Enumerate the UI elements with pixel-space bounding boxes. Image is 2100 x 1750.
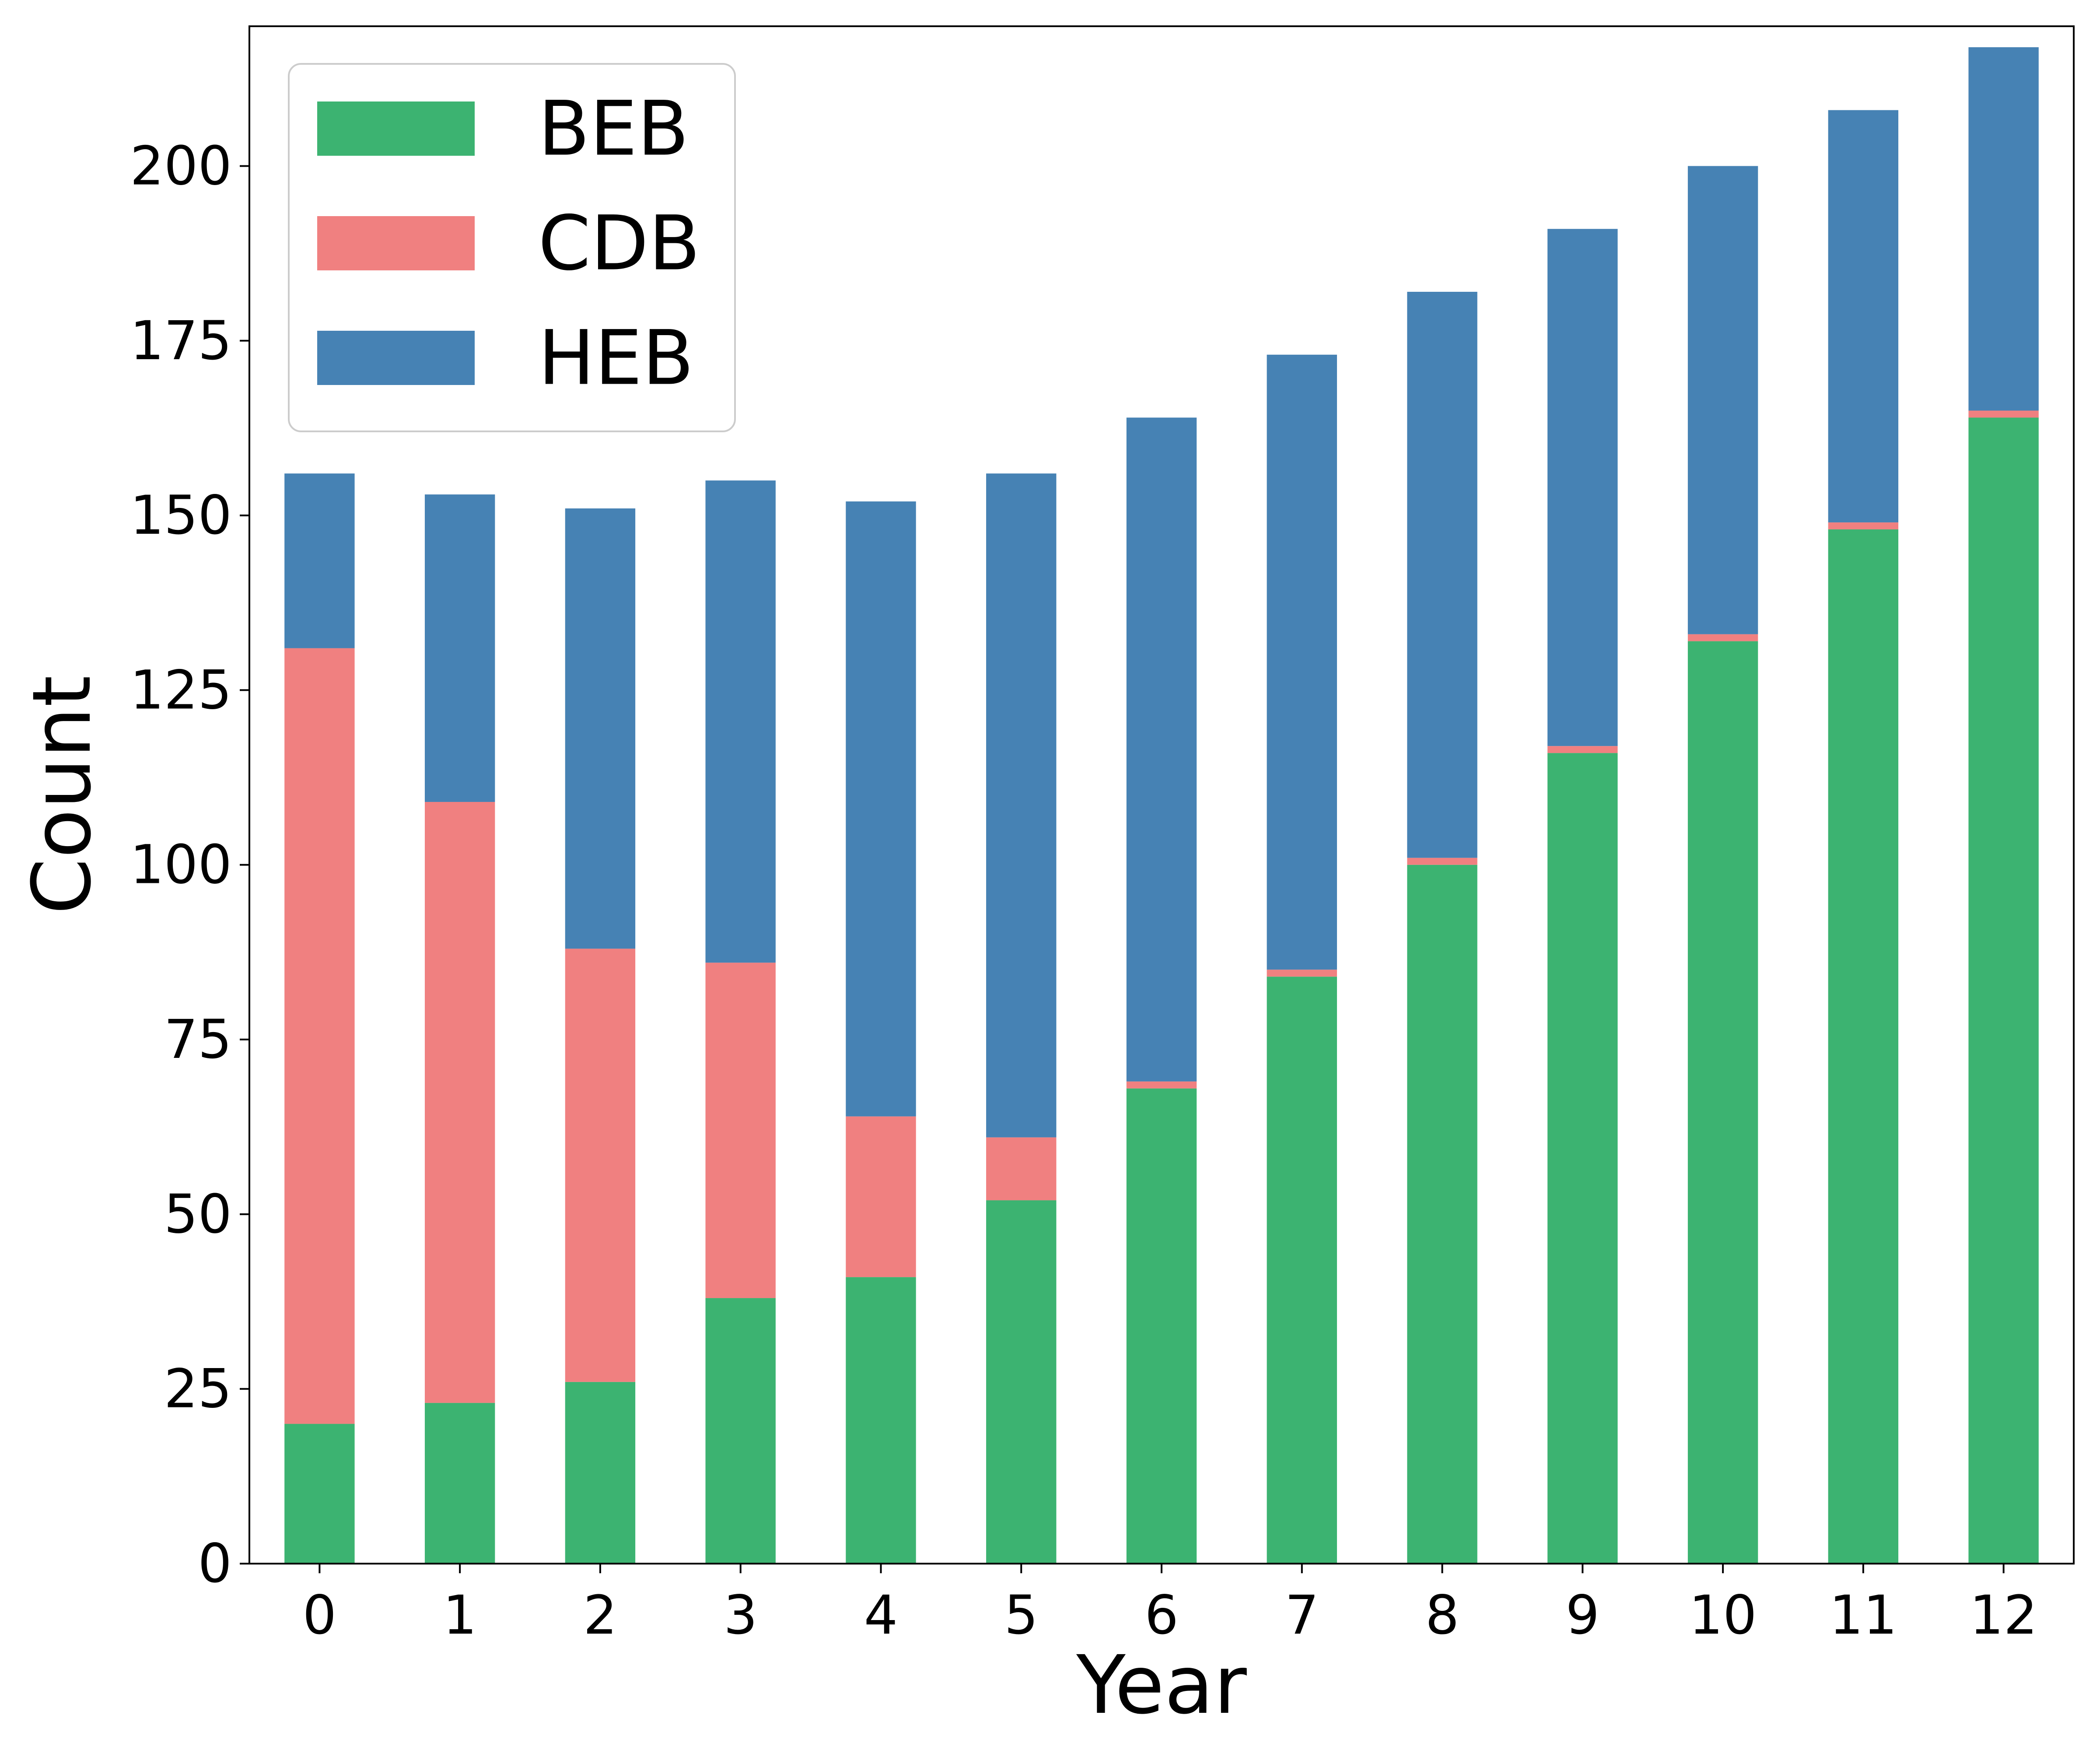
x-axis: 0 1 2 3 4 5 6 7 8 9 10 11 12 (303, 1564, 2037, 1646)
bar-cdb-year-6 (1126, 1081, 1197, 1088)
bar-beb-year-10 (1687, 641, 1758, 1564)
x-tick-label: 3 (724, 1584, 758, 1646)
bar-cdb-year-5 (986, 1137, 1057, 1200)
bar-heb-year-2 (565, 508, 636, 949)
bar-heb-year-7 (1267, 354, 1337, 970)
x-tick-label: 7 (1285, 1584, 1319, 1646)
legend-items: BEB CDB HEB (317, 85, 700, 402)
y-tick-label: 150 (130, 484, 232, 546)
legend-label-beb: BEB (538, 85, 689, 173)
bar-beb-year-8 (1407, 864, 1477, 1564)
bar-cdb-year-8 (1407, 858, 1477, 865)
x-tick-label: 12 (1970, 1584, 2037, 1646)
y-tick-label: 175 (130, 310, 232, 372)
x-tick-label: 8 (1425, 1584, 1460, 1646)
y-tick-label: 25 (164, 1358, 232, 1420)
bar-beb-year-3 (705, 1298, 776, 1564)
x-tick-label: 4 (864, 1584, 898, 1646)
x-tick-label: 6 (1144, 1584, 1179, 1646)
bar-beb-year-7 (1267, 976, 1337, 1564)
bar-beb-year-2 (565, 1382, 636, 1564)
bar-beb-year-0 (284, 1424, 355, 1564)
bar-cdb-year-1 (424, 802, 495, 1403)
x-tick-label: 10 (1689, 1584, 1757, 1646)
bar-cdb-year-2 (565, 948, 636, 1382)
x-axis-label: Year (1076, 1638, 1247, 1732)
x-tick-label: 0 (303, 1584, 337, 1646)
y-tick-label: 125 (130, 659, 232, 721)
bar-beb-year-6 (1126, 1088, 1197, 1564)
legend-swatch-heb (317, 331, 475, 385)
legend-swatch-beb (317, 102, 475, 156)
bar-heb-year-10 (1687, 166, 1758, 634)
y-tick-label: 50 (164, 1183, 232, 1245)
x-tick-label: 5 (1004, 1584, 1038, 1646)
bar-cdb-year-3 (705, 962, 776, 1298)
legend: BEB CDB HEB (288, 63, 736, 432)
bar-heb-year-3 (705, 480, 776, 963)
y-tick-label: 200 (130, 135, 232, 197)
bar-heb-year-8 (1407, 291, 1477, 858)
y-axis-label: Count (15, 676, 109, 914)
bar-heb-year-11 (1828, 110, 1899, 523)
bar-beb-year-9 (1547, 753, 1618, 1564)
bar-heb-year-6 (1126, 417, 1197, 1082)
bar-beb-year-11 (1828, 529, 1899, 1564)
bar-beb-year-5 (986, 1200, 1057, 1564)
bar-heb-year-9 (1547, 229, 1618, 746)
y-axis: 0 25 50 75 100 125 150 175 200 (130, 135, 249, 1595)
bar-cdb-year-10 (1687, 634, 1758, 641)
x-tick-label: 11 (1829, 1584, 1897, 1646)
bar-cdb-year-11 (1828, 522, 1899, 530)
legend-swatch-cdb (317, 216, 475, 270)
bar-heb-year-5 (986, 473, 1057, 1138)
bar-beb-year-1 (424, 1403, 495, 1564)
bar-heb-year-1 (424, 494, 495, 802)
bar-beb-year-12 (1968, 417, 2039, 1564)
bar-cdb-year-4 (846, 1116, 916, 1278)
bar-heb-year-4 (846, 501, 916, 1116)
bar-heb-year-12 (1968, 47, 2039, 411)
x-tick-label: 1 (443, 1584, 477, 1646)
legend-label-cdb: CDB (538, 200, 700, 287)
x-tick-label: 9 (1565, 1584, 1600, 1646)
legend-label-heb: HEB (538, 314, 694, 402)
bar-cdb-year-12 (1968, 410, 2039, 418)
bars-layer (284, 47, 2039, 1564)
bar-cdb-year-0 (284, 648, 355, 1424)
bar-heb-year-0 (284, 473, 355, 648)
bar-beb-year-4 (846, 1277, 916, 1564)
y-tick-label: 0 (198, 1533, 232, 1595)
y-tick-label: 100 (130, 834, 232, 896)
bar-cdb-year-9 (1547, 746, 1618, 753)
x-tick-label: 2 (583, 1584, 617, 1646)
bar-cdb-year-7 (1267, 970, 1337, 977)
y-tick-label: 75 (164, 1008, 232, 1071)
